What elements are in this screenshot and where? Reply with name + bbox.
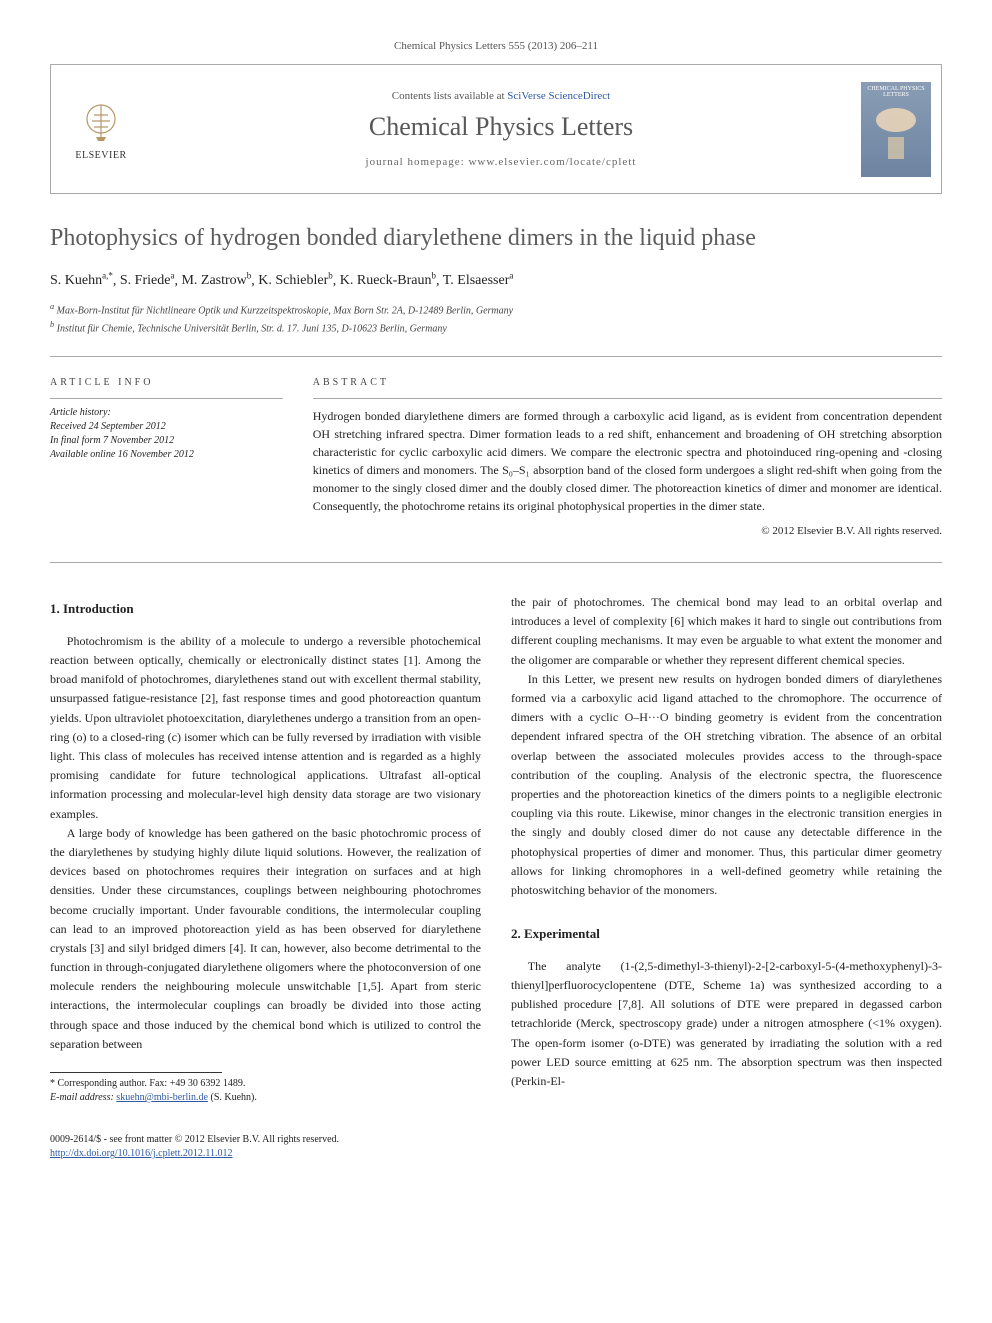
section-heading-experimental: 2. Experimental [511,924,942,945]
body-paragraph: A large body of knowledge has been gathe… [50,824,481,1054]
divider [50,356,942,357]
cover-title: CHEMICAL PHYSICS LETTERS [865,86,927,99]
author: K. Rueck-Braunb [340,273,436,288]
affiliations: a Max-Born-Institut für Nichtlineare Opt… [50,301,942,336]
author: S. Friedea [120,273,175,288]
elsevier-tree-icon [76,97,126,147]
footer-front-matter: 0009-2614/$ - see front matter © 2012 El… [50,1133,339,1147]
body-paragraph: the pair of photochromes. The chemical b… [511,593,942,670]
history-label: Article history: [50,407,283,418]
affil-mark: a [170,271,174,281]
homepage-line: journal homepage: www.elsevier.com/locat… [161,156,841,168]
authors-line: S. Kuehna,*, S. Friedea, M. Zastrowb, K.… [50,271,942,290]
footnote-divider [50,1072,222,1073]
footnote-corr: * Corresponding author. Fax: +49 30 6392… [50,1077,481,1091]
article-info-column: ARTICLE INFO Article history: Received 2… [50,377,283,537]
body-columns: 1. Introduction Photochromism is the abi… [50,593,942,1105]
abstract-column: ABSTRACT Hydrogen bonded diarylethene di… [313,377,942,537]
affiliation-line: b Institut für Chemie, Technische Univer… [50,319,942,336]
homepage-url[interactable]: www.elsevier.com/locate/cplett [468,156,636,168]
article-info-heading: ARTICLE INFO [50,377,283,388]
corresponding-author-footnote: * Corresponding author. Fax: +49 30 6392… [50,1077,481,1105]
author: S. Kuehna,* [50,273,113,288]
affil-mark: b [328,271,333,281]
footer-left: 0009-2614/$ - see front matter © 2012 El… [50,1133,339,1161]
history-received: Received 24 September 2012 [50,420,283,434]
affil-mark: b [432,271,437,281]
article-title: Photophysics of hydrogen bonded diarylet… [50,224,942,253]
copyright-line: © 2012 Elsevier B.V. All rights reserved… [313,525,942,537]
homepage-prefix: journal homepage: [366,156,469,168]
section-heading-intro: 1. Introduction [50,599,481,620]
email-label: E-mail address: [50,1092,116,1103]
history-final: In final form 7 November 2012 [50,434,283,448]
body-paragraph: The analyte (1-(2,5-dimethyl-3-thienyl)-… [511,957,942,1091]
journal-cover[interactable]: CHEMICAL PHYSICS LETTERS [861,82,931,177]
contents-prefix: Contents lists available at [392,90,507,102]
body-paragraph: In this Letter, we present new results o… [511,670,942,900]
publisher-logo-cell: ELSEVIER [51,65,151,193]
publisher-name: ELSEVIER [75,150,126,161]
page-footer: 0009-2614/$ - see front matter © 2012 El… [50,1127,942,1161]
email-link[interactable]: skuehn@mbi-berlin.de [116,1092,208,1103]
header-center: Contents lists available at SciVerse Sci… [151,65,851,193]
email-suffix: (S. Kuehn). [208,1092,257,1103]
author: T. Elsaessera [443,273,514,288]
author: M. Zastrowb [181,273,251,288]
journal-reference: Chemical Physics Letters 555 (2013) 206–… [50,40,942,52]
journal-header-box: ELSEVIER Contents lists available at Sci… [50,64,942,194]
article-page: Chemical Physics Letters 555 (2013) 206–… [0,0,992,1201]
divider [50,562,942,563]
author: K. Schieblerb [258,273,332,288]
affil-mark: a [509,271,513,281]
abstract-text: Hydrogen bonded diarylethene dimers are … [313,407,942,515]
history-online: Available online 16 November 2012 [50,448,283,462]
journal-cover-cell: CHEMICAL PHYSICS LETTERS [851,65,941,193]
affiliation-line: a Max-Born-Institut für Nichtlineare Opt… [50,301,942,318]
affil-mark: a,* [102,271,113,281]
abstract-heading: ABSTRACT [313,377,942,388]
doi-link[interactable]: http://dx.doi.org/10.1016/j.cplett.2012.… [50,1148,233,1159]
journal-name: Chemical Physics Letters [161,112,841,142]
contents-line: Contents lists available at SciVerse Sci… [161,90,841,102]
sciencedirect-link[interactable]: SciVerse ScienceDirect [507,90,610,102]
affil-mark: b [247,271,252,281]
meta-abstract-row: ARTICLE INFO Article history: Received 2… [50,377,942,537]
body-paragraph: Photochromism is the ability of a molecu… [50,632,481,824]
elsevier-logo[interactable]: ELSEVIER [75,97,126,161]
cover-graphic-icon [866,102,926,167]
